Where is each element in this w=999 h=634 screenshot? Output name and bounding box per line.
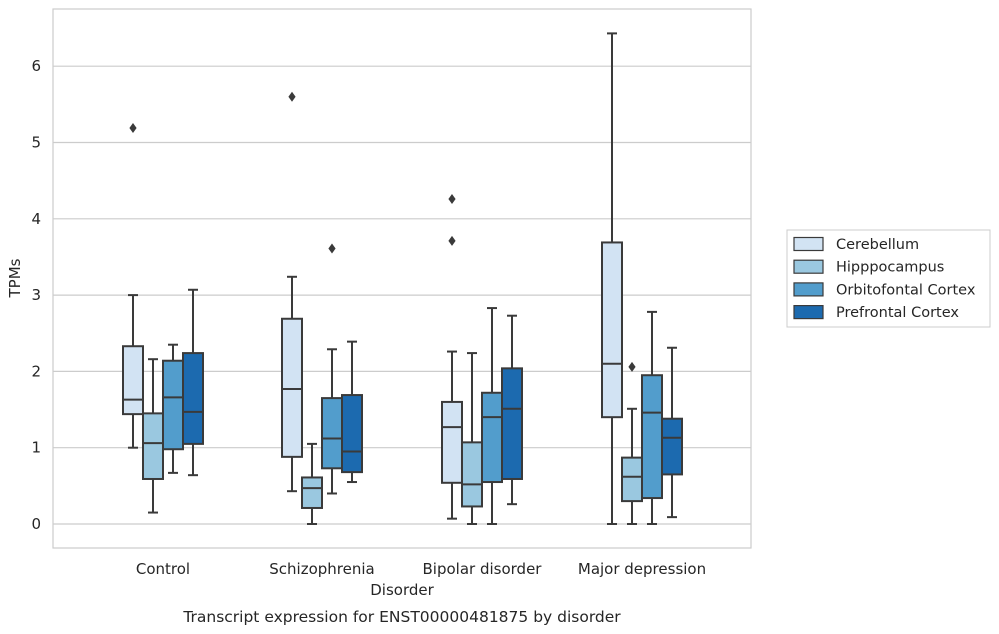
outlier-point (448, 235, 456, 246)
figure-caption: Transcript expression for ENST0000048187… (182, 608, 621, 626)
box-iqr (341, 394, 363, 474)
box-iqr (481, 391, 503, 484)
box-iqr (182, 352, 204, 445)
legend-label: Cerebellum (836, 237, 919, 253)
box-plot-item (501, 314, 523, 506)
y-tick-label: 1 (31, 439, 41, 457)
series-prefrontal-cortex (182, 288, 683, 519)
legend-item: Cerebellum (793, 236, 919, 253)
box-plot-item (182, 288, 204, 477)
y-tick-label: 0 (31, 515, 41, 533)
box-plot-item (641, 310, 663, 525)
y-tick-label: 2 (31, 362, 41, 380)
y-tick-label: 3 (31, 286, 41, 304)
y-tick-label: 5 (31, 134, 41, 152)
outlier-point (328, 243, 336, 254)
y-tick-label: 4 (31, 210, 41, 228)
box-plot-item (441, 193, 463, 520)
plot-area (52, 8, 752, 549)
y-tick-label: 6 (31, 57, 41, 75)
box-iqr (461, 441, 483, 508)
box-iqr (321, 397, 343, 470)
x-category-label: Bipolar disorder (423, 560, 543, 578)
box-iqr (621, 456, 643, 503)
legend-items: Cerebellum Hipppocampus Orbitofontal Corte… (793, 236, 976, 321)
box-iqr (441, 400, 463, 484)
box-plot-item (481, 307, 503, 525)
box-iqr (641, 374, 663, 500)
legend-item: Prefrontal Cortex (793, 305, 959, 321)
box-iqr (301, 476, 323, 509)
outlier-point (288, 91, 296, 102)
box-iqr (122, 345, 144, 416)
y-axis-label: TPMs (6, 258, 24, 298)
box-plot-item (142, 358, 164, 514)
legend-label: Prefrontal Cortex (836, 305, 959, 321)
legend: Cerebellum Hipppocampus Orbitofontal Corte… (786, 229, 991, 328)
boxes-layer (122, 32, 683, 525)
box-iqr (661, 417, 683, 476)
box-iqr (142, 412, 164, 480)
box-plot-item (162, 343, 184, 474)
legend-label: Orbitofontal Cortex (836, 282, 976, 298)
x-category-labels: Control Schizophrenia Bipolar disorder Majo… (136, 560, 706, 578)
series-hipppocampus (142, 352, 643, 525)
box-iqr (162, 359, 184, 451)
box-plot-item (281, 91, 303, 493)
legend-swatch (793, 236, 824, 252)
box-plot-item (341, 340, 363, 484)
box-plot-item (321, 243, 343, 495)
series-cerebellum (122, 32, 623, 525)
outlier-point (448, 193, 456, 204)
outlier-point (129, 123, 137, 134)
legend-swatch (793, 259, 824, 274)
box-iqr (501, 367, 523, 480)
legend-swatch (793, 282, 824, 297)
box-plot-item (621, 361, 643, 525)
x-category-label: Major depression (578, 560, 706, 578)
legend-label: Hipppocampus (836, 260, 944, 276)
x-category-label: Schizophrenia (269, 560, 374, 578)
series-orbitofontal-cortex (162, 243, 663, 525)
box-plot-item (601, 32, 623, 525)
box-plot-item (461, 352, 483, 525)
box-iqr (601, 241, 623, 419)
legend-item: Orbitofontal Cortex (793, 282, 976, 298)
box-plot-item (122, 123, 144, 449)
box-iqr (281, 317, 303, 458)
box-plot-item (301, 442, 323, 525)
x-category-label: Control (136, 560, 190, 578)
outlier-point (628, 361, 636, 372)
legend-item: Hipppocampus (793, 259, 944, 276)
y-tick-labels: 0 1 2 3 4 5 6 (31, 57, 41, 533)
legend-swatch (793, 305, 824, 320)
box-plot-item (661, 346, 683, 519)
x-axis-label: Disorder (370, 581, 434, 599)
